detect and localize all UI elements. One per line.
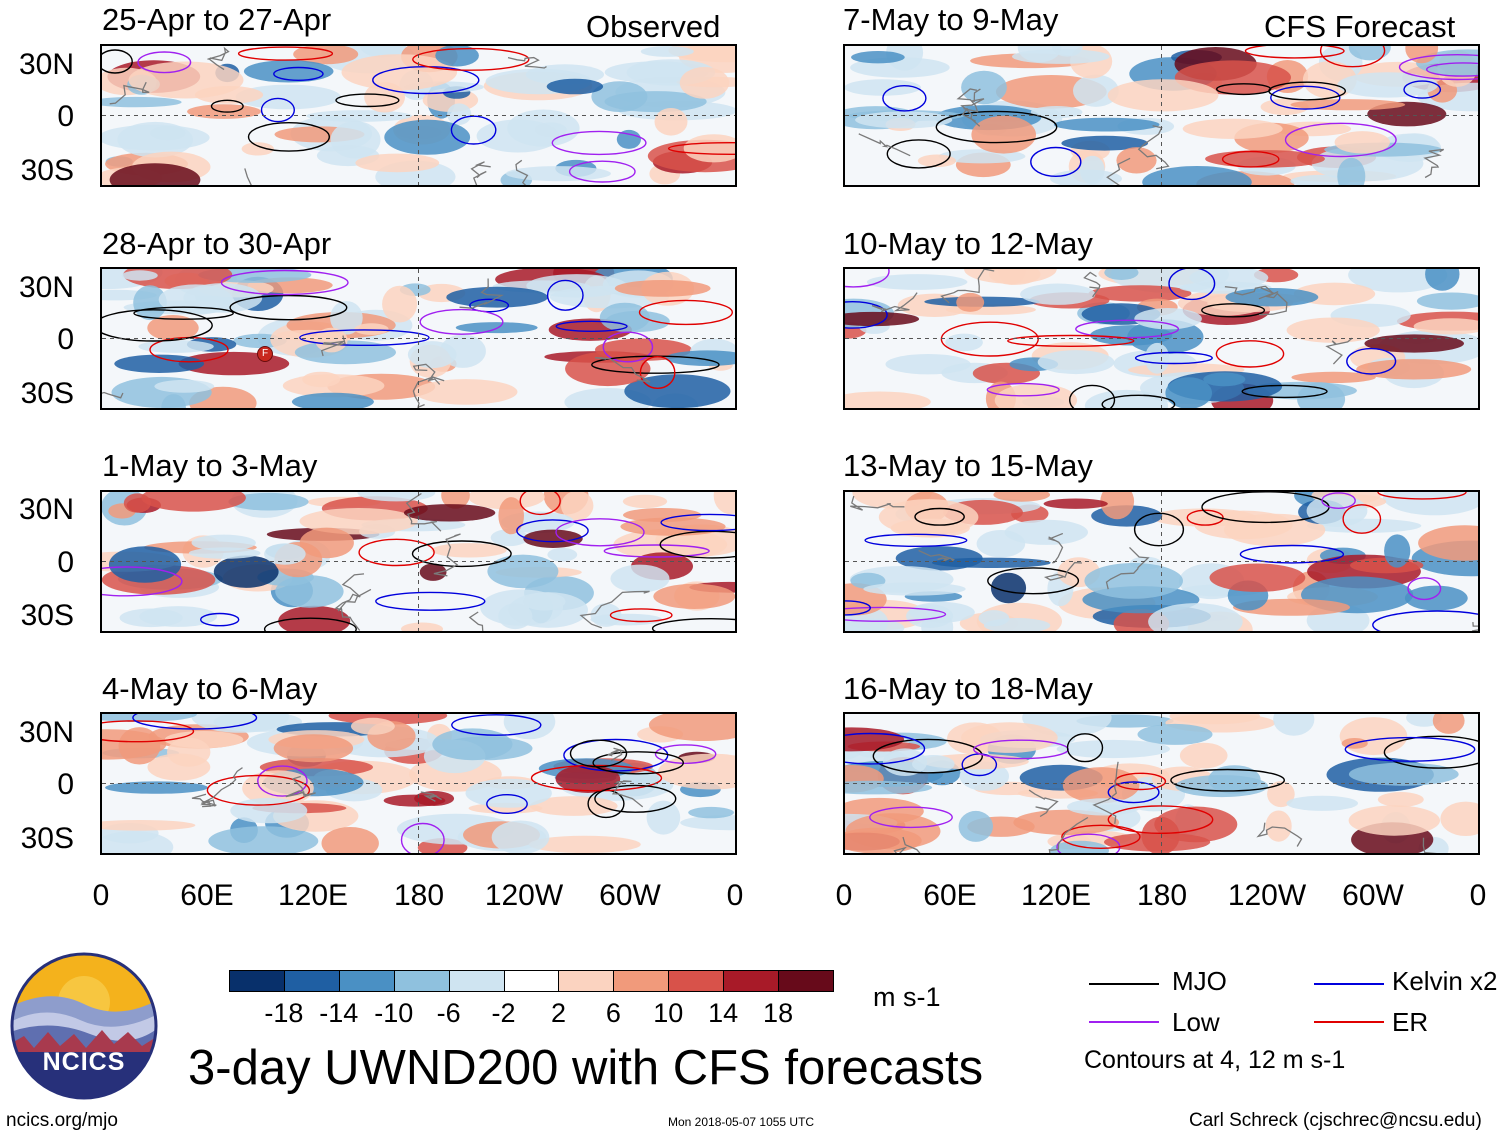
lat-eq-1: 0 xyxy=(57,100,74,133)
colorbar-tick-label: 10 xyxy=(653,998,684,1028)
lon-right-180: 180 xyxy=(1136,879,1188,912)
colorbar-swatch xyxy=(229,970,285,992)
lon-right-120e: 120E xyxy=(1020,879,1092,912)
map-panel-obs-1 xyxy=(100,44,737,187)
map-field xyxy=(845,714,1478,853)
lat-30s-2: 30S xyxy=(20,377,74,410)
footer-author: Carl Schreck (cjschrec@ncsu.edu) xyxy=(1189,1110,1482,1131)
colorbar-swatch xyxy=(668,970,725,992)
panel-title-fc-1: 7-May to 9-May xyxy=(843,2,1059,37)
colorbar-tick-label: -18 xyxy=(264,998,304,1028)
panel-title-obs-2: 28-Apr to 30-Apr xyxy=(102,226,332,261)
panel-title-fc-4: 16-May to 18-May xyxy=(843,671,1093,706)
lon-left-120w: 120W xyxy=(484,879,564,912)
map-panel-obs-3 xyxy=(100,490,737,633)
lon-left-60e: 60E xyxy=(180,879,234,912)
lat-eq-2: 0 xyxy=(57,323,74,356)
map-field xyxy=(102,714,735,853)
map-panel-obs-4 xyxy=(100,712,737,855)
map-field xyxy=(102,492,735,631)
map-field xyxy=(102,269,735,408)
panel-title-obs-3: 1-May to 3-May xyxy=(102,448,318,483)
tc-marker-label: F xyxy=(261,348,269,359)
map-field xyxy=(102,46,735,185)
lat-30s-3: 30S xyxy=(20,599,74,632)
colorbar-swatch xyxy=(503,970,560,992)
logo-text: NCICS xyxy=(42,1048,126,1076)
legend-line-low xyxy=(1089,1021,1159,1023)
map-field xyxy=(845,492,1478,631)
colorbar xyxy=(229,970,834,992)
panel-title-obs-1: 25-Apr to 27-Apr xyxy=(102,2,332,37)
map-panel-fc-1 xyxy=(843,44,1480,187)
colorbar-tick-label: 6 xyxy=(605,998,621,1028)
footer-url: ncics.org/mjo xyxy=(6,1110,118,1131)
colorbar-tick-label: -6 xyxy=(436,998,461,1028)
lat-30n-2: 30N xyxy=(18,271,74,304)
colorbar-swatch xyxy=(448,970,505,992)
panel-title-obs-4: 4-May to 6-May xyxy=(102,671,318,706)
colorbar-swatch xyxy=(283,970,340,992)
ncics-logo: NCICS xyxy=(10,952,158,1100)
panel-title-fc-3: 13-May to 15-May xyxy=(843,448,1093,483)
map-panel-fc-4 xyxy=(843,712,1480,855)
legend-line-kelvin xyxy=(1314,983,1384,985)
tc-marker: F xyxy=(257,346,273,362)
lon-left-180: 180 xyxy=(393,879,445,912)
lat-30n-3: 30N xyxy=(18,493,74,526)
observed-label: Observed xyxy=(586,9,721,44)
lon-right-60w: 60W xyxy=(1342,879,1404,912)
colorbar-tick-label: -10 xyxy=(374,998,414,1028)
colorbar-units: m s-1 xyxy=(873,982,941,1012)
legend-line-mjo xyxy=(1089,983,1159,985)
lon-right-60e: 60E xyxy=(923,879,977,912)
colorbar-swatch xyxy=(338,970,395,992)
main-title: 3-day UWND200 with CFS forecasts xyxy=(188,1041,984,1095)
lat-eq-4: 0 xyxy=(57,768,74,801)
map-field xyxy=(845,46,1478,185)
forecast-label: CFS Forecast xyxy=(1264,9,1456,44)
colorbar-tick-label: -14 xyxy=(319,998,359,1028)
legend-label-mjo: MJO xyxy=(1172,966,1227,996)
colorbar-swatch xyxy=(393,970,450,992)
lon-right-0b: 0 xyxy=(1469,879,1487,912)
lon-left-120e: 120E xyxy=(277,879,349,912)
lat-30n-1: 30N xyxy=(18,48,74,81)
lon-left-0: 0 xyxy=(92,879,110,912)
legend-label-kelvin: Kelvin x2 xyxy=(1392,966,1498,996)
map-panel-obs-2 xyxy=(100,267,737,410)
lon-left-0b: 0 xyxy=(726,879,744,912)
colorbar-swatch xyxy=(778,970,834,992)
map-panel-fc-3 xyxy=(843,490,1480,633)
map-panel-fc-2 xyxy=(843,267,1480,410)
lat-eq-3: 0 xyxy=(57,546,74,579)
panel-title-fc-2: 10-May to 12-May xyxy=(843,226,1093,261)
legend-label-er: ER xyxy=(1392,1007,1429,1037)
legend-label-low: Low xyxy=(1172,1007,1220,1037)
lon-right-120w: 120W xyxy=(1227,879,1307,912)
colorbar-tick-label: 14 xyxy=(708,998,739,1028)
legend-note: Contours at 4, 12 m s-1 xyxy=(1084,1046,1346,1074)
colorbar-swatch xyxy=(723,970,780,992)
lat-30n-4: 30N xyxy=(18,716,74,749)
legend-line-er xyxy=(1314,1021,1384,1023)
colorbar-tick-label: 18 xyxy=(763,998,794,1028)
lon-right-0: 0 xyxy=(835,879,853,912)
colorbar-swatch xyxy=(558,970,615,992)
lat-30s-1: 30S xyxy=(20,154,74,187)
colorbar-tick-label: -2 xyxy=(491,998,516,1028)
lat-30s-4: 30S xyxy=(20,822,74,855)
colorbar-swatch xyxy=(613,970,670,992)
footer-timestamp: Mon 2018-05-07 1055 UTC xyxy=(668,1115,815,1129)
lon-left-60w: 60W xyxy=(599,879,661,912)
colorbar-tick-label: 2 xyxy=(550,998,566,1028)
map-field xyxy=(845,269,1478,408)
